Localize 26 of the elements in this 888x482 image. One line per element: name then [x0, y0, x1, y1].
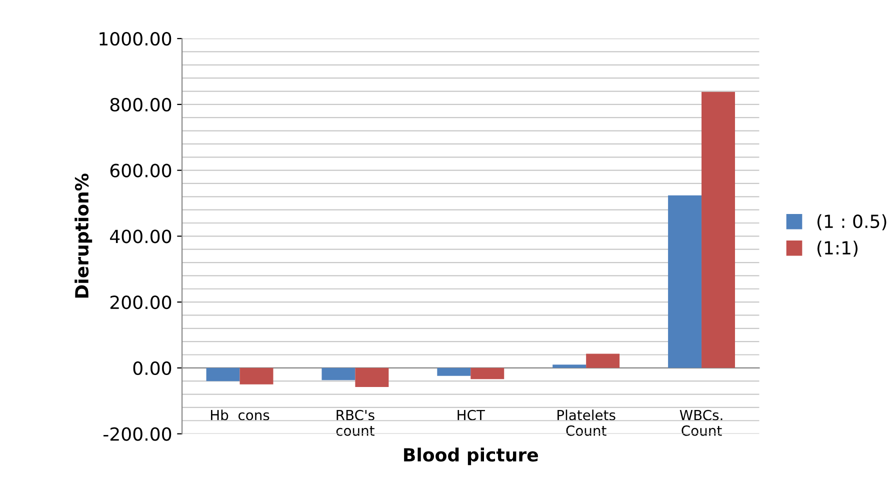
x-tick-label: WBCs. Count: [680, 410, 722, 436]
y-tick-label: 600.00: [110, 164, 172, 178]
bar: [206, 368, 240, 382]
legend-label: (1 : 0.5): [817, 214, 886, 230]
x-tick-label: Hb cons: [210, 410, 270, 420]
bar: [470, 368, 504, 380]
x-tick-label: Platelets Count: [558, 410, 616, 436]
y-tick-label: 0.00: [133, 361, 172, 376]
x-axis-title: Blood picture: [404, 448, 538, 466]
y-tick-label: 800.00: [110, 98, 172, 112]
y-axis-title: Dieruption%: [74, 174, 92, 298]
bar: [322, 368, 356, 380]
bar: [240, 368, 274, 384]
bar: [702, 92, 735, 368]
x-tick-label: RBC's count: [336, 410, 374, 436]
y-tick-label: 400.00: [110, 230, 172, 244]
y-tick-label: -200.00: [104, 427, 172, 441]
bar: [552, 364, 586, 368]
x-tick-label: HCT: [458, 410, 485, 420]
bar: [355, 368, 389, 388]
y-tick-label: 200.00: [110, 296, 172, 310]
y-tick-label: 1000.00: [100, 32, 172, 46]
bar: [668, 195, 702, 368]
bar: [586, 354, 620, 368]
legend-label: (1:1): [817, 240, 858, 257]
bar: [437, 368, 471, 376]
